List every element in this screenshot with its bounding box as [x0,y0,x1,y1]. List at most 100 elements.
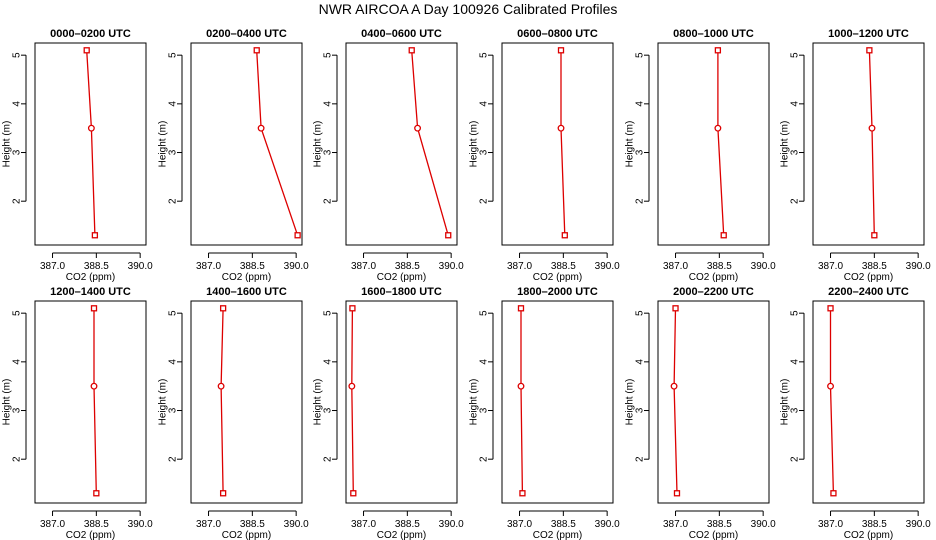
data-point [670,382,678,390]
figure-title: NWR AIRCOA A Day 100926 Calibrated Profi… [319,1,618,17]
data-point [408,47,415,54]
x-axis-label: CO2 (ppm) [533,272,582,283]
data-point [827,305,834,312]
x-tick-label: 390.0 [751,519,776,530]
y-tick-label: 5 [479,310,490,316]
x-tick-label: 388.5 [551,261,576,272]
x-tick-label: 387.0 [507,519,532,530]
y-axis-label: Height (m) [625,121,636,168]
x-axis-label: CO2 (ppm) [533,530,582,540]
plot-frame [812,42,925,246]
y-tick-label: 5 [12,310,23,316]
data-point [519,490,526,497]
y-tick-label: 3 [168,149,179,155]
data-point [830,490,837,497]
plot-frame [34,300,147,504]
x-tick-label: 387.0 [818,519,843,530]
y-tick-label: 2 [168,456,179,462]
plot-frame [190,300,303,504]
x-axis-label: CO2 (ppm) [844,530,893,540]
x-tick-label: 390.0 [595,519,620,530]
x-axis-label: CO2 (ppm) [377,272,426,283]
x-axis-label: CO2 (ppm) [66,530,115,540]
data-point [673,490,681,497]
data-point [517,382,525,390]
panel: 0400–0600 UTC 387.0 388.5 390.0 CO2 (ppm) 2 3 4… [313,28,465,283]
panel: 1600–1800 UTC 387.0 388.5 390.0 CO2 (ppm) 2 3 4… [313,286,465,540]
x-tick-label: 387.0 [818,261,843,272]
x-tick-label: 388.5 [395,261,420,272]
x-tick-label: 390.0 [751,261,776,272]
panel-title: 1000–1200 UTC [828,28,909,40]
panel: 1400–1600 UTC 387.0 388.5 390.0 CO2 (ppm) 2 3 4… [158,286,310,540]
x-tick-label: 387.0 [507,261,532,272]
x-axis-label: CO2 (ppm) [689,530,738,540]
y-axis-label: Height (m) [2,379,13,426]
x-tick-label: 387.0 [40,519,65,530]
y-tick-label: 5 [790,310,801,316]
data-point [414,124,422,132]
y-tick-label: 4 [12,359,23,365]
panel: 0000–0200 UTC 387.0 388.5 390.0 CO2 (ppm) 2 3 4… [2,28,154,283]
y-tick-label: 2 [323,456,334,462]
x-tick-label: 388.5 [551,519,576,530]
data-point [517,305,525,312]
data-point [827,382,834,390]
data-point [219,490,227,497]
x-axis-label: CO2 (ppm) [222,530,271,540]
data-point [714,47,722,54]
data-point [557,124,565,132]
y-tick-label: 4 [790,101,801,107]
panel: 0800–1000 UTC 387.0 388.5 390.0 CO2 (ppm) 2 3 4… [625,28,777,283]
x-tick-label: 387.0 [663,519,688,530]
y-tick-label: 4 [12,101,23,107]
data-point [83,47,90,54]
y-tick-label: 3 [479,407,490,413]
panel: 2000–2200 UTC 387.0 388.5 390.0 CO2 (ppm) 2 3 4… [625,286,777,540]
y-tick-label: 4 [168,359,179,365]
x-tick-label: 390.0 [284,519,309,530]
plot-frame [501,300,614,504]
data-point [253,47,260,54]
panel-title: 2200–2400 UTC [828,286,909,298]
x-tick-label: 390.0 [906,261,931,272]
x-tick-label: 387.0 [40,261,65,272]
y-axis-label: Height (m) [780,121,791,168]
y-axis-label: Height (m) [469,121,480,168]
panel: 0200–0400 UTC 387.0 388.5 390.0 CO2 (ppm) 2 3 4… [158,28,310,283]
x-tick-label: 387.0 [196,519,221,530]
panel-title: 0600–0800 UTC [517,28,598,40]
x-tick-label: 387.0 [351,519,376,530]
panel-title: 0000–0200 UTC [50,28,131,40]
y-tick-label: 5 [168,52,179,58]
x-tick-label: 390.0 [439,519,464,530]
x-tick-label: 390.0 [128,261,153,272]
plot-frame [190,42,303,246]
x-tick-label: 387.0 [351,261,376,272]
data-point [714,124,722,132]
data-point [257,124,265,132]
data-point [348,382,356,390]
x-tick-label: 387.0 [663,261,688,272]
y-tick-label: 2 [479,198,490,204]
panel: 1800–2000 UTC 387.0 388.5 390.0 CO2 (ppm) 2 3 4… [469,286,621,540]
x-tick-label: 388.5 [240,519,265,530]
panel: 2200–2400 UTC 387.0 388.5 390.0 CO2 (ppm) 2 3 4… [780,286,932,540]
x-tick-label: 388.5 [395,519,420,530]
y-axis-label: Height (m) [158,379,169,426]
y-tick-label: 3 [168,407,179,413]
x-axis-label: CO2 (ppm) [844,272,893,283]
y-axis-label: Height (m) [313,121,324,168]
y-tick-label: 3 [323,149,334,155]
y-tick-label: 4 [479,359,490,365]
y-tick-label: 2 [635,198,646,204]
y-tick-label: 3 [12,149,23,155]
y-tick-label: 2 [323,198,334,204]
x-tick-label: 388.5 [862,261,887,272]
y-tick-label: 3 [790,407,801,413]
y-tick-label: 2 [12,198,23,204]
y-tick-label: 2 [12,456,23,462]
data-point [866,47,873,54]
plot-frame [501,42,614,246]
